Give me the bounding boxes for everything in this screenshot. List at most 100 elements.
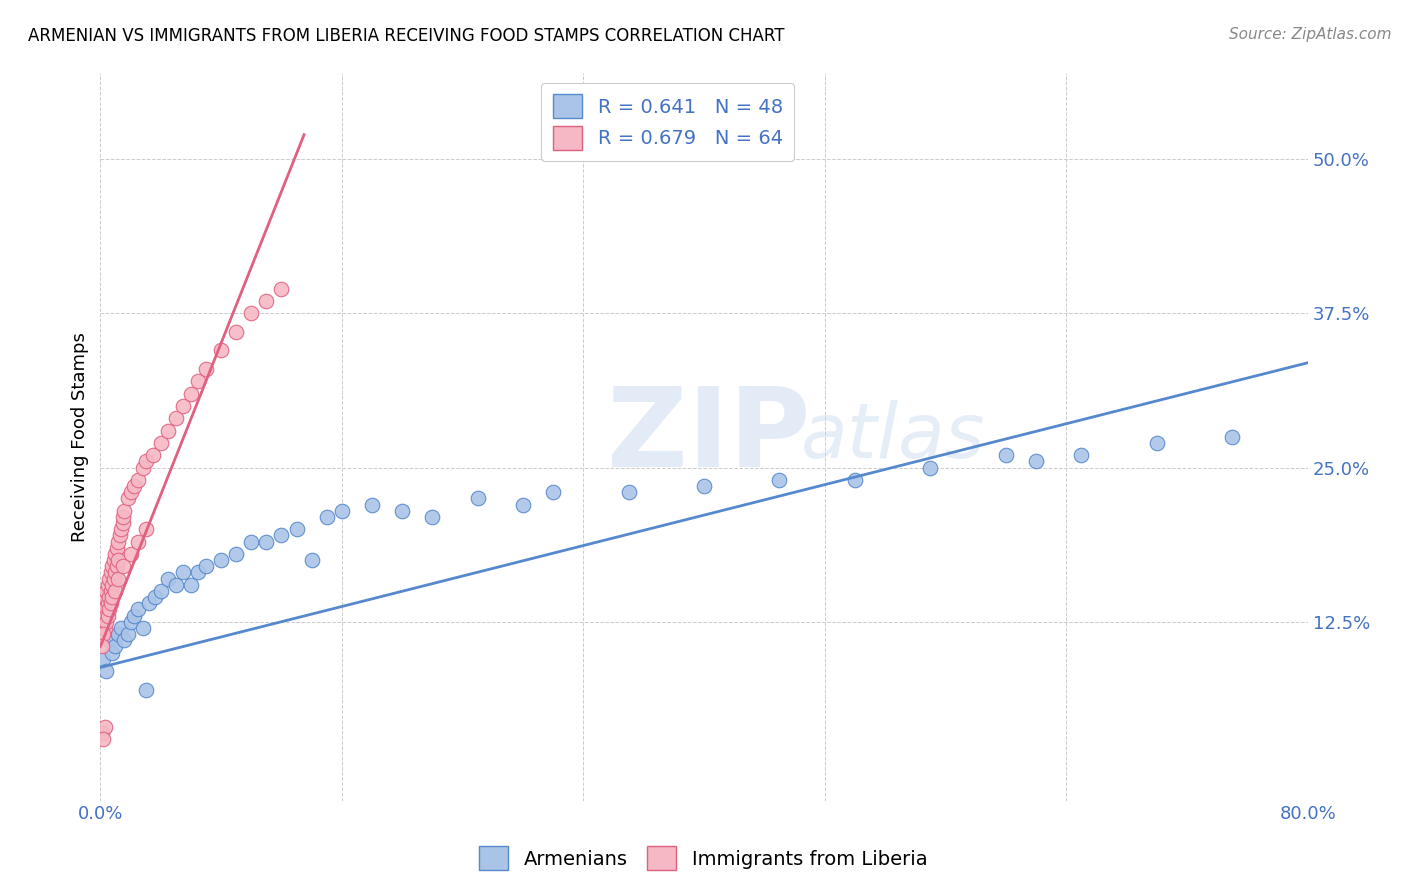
Point	[101, 590, 124, 604]
Point	[105, 559, 128, 574]
Point	[93, 627, 115, 641]
Point	[135, 522, 157, 536]
Point	[195, 559, 218, 574]
Point	[96, 664, 118, 678]
Point	[117, 627, 139, 641]
Point	[142, 448, 165, 462]
Point	[120, 547, 142, 561]
Point	[285, 522, 308, 536]
Point	[122, 479, 145, 493]
Point	[105, 541, 128, 555]
Point	[301, 553, 323, 567]
Point	[96, 608, 118, 623]
Point	[96, 584, 118, 599]
Point	[98, 602, 121, 616]
Point	[225, 325, 247, 339]
Point	[94, 602, 117, 616]
Point	[135, 682, 157, 697]
Text: atlas: atlas	[800, 400, 986, 474]
Point	[97, 596, 120, 610]
Point	[157, 572, 180, 586]
Legend: Armenians, Immigrants from Liberia: Armenians, Immigrants from Liberia	[471, 838, 935, 878]
Y-axis label: Receiving Food Stamps: Receiving Food Stamps	[72, 332, 89, 541]
Point	[149, 436, 172, 450]
Point	[107, 534, 129, 549]
Point	[93, 621, 115, 635]
Point	[617, 485, 640, 500]
Point	[111, 516, 134, 530]
Point	[1070, 448, 1092, 462]
Point	[107, 572, 129, 586]
Point	[107, 627, 129, 641]
Point	[103, 572, 125, 586]
Point	[94, 590, 117, 604]
Point	[180, 386, 202, 401]
Point	[315, 510, 337, 524]
Point	[187, 566, 209, 580]
Point	[422, 510, 444, 524]
Point	[127, 602, 149, 616]
Point	[127, 534, 149, 549]
Point	[195, 362, 218, 376]
Point	[270, 282, 292, 296]
Point	[94, 720, 117, 734]
Point	[254, 294, 277, 309]
Point	[157, 424, 180, 438]
Point	[90, 726, 112, 740]
Point	[93, 731, 115, 746]
Legend: R = 0.641   N = 48, R = 0.679   N = 64: R = 0.641 N = 48, R = 0.679 N = 64	[541, 83, 794, 161]
Point	[104, 547, 127, 561]
Point	[97, 608, 120, 623]
Point	[114, 633, 136, 648]
Point	[541, 485, 564, 500]
Point	[180, 578, 202, 592]
Point	[768, 473, 790, 487]
Point	[165, 578, 187, 592]
Point	[172, 399, 194, 413]
Point	[143, 590, 166, 604]
Point	[104, 640, 127, 654]
Point	[96, 615, 118, 629]
Point	[994, 448, 1017, 462]
Point	[114, 504, 136, 518]
Point	[101, 559, 124, 574]
Point	[93, 652, 115, 666]
Point	[693, 479, 716, 493]
Point	[103, 553, 125, 567]
Point	[111, 559, 134, 574]
Point	[225, 547, 247, 561]
Point	[920, 460, 942, 475]
Point	[361, 498, 384, 512]
Point	[97, 578, 120, 592]
Point	[98, 633, 121, 648]
Text: Source: ZipAtlas.com: Source: ZipAtlas.com	[1229, 27, 1392, 42]
Point	[131, 460, 153, 475]
Point	[93, 596, 115, 610]
Point	[104, 566, 127, 580]
Point	[138, 596, 160, 610]
Text: ARMENIAN VS IMMIGRANTS FROM LIBERIA RECEIVING FOOD STAMPS CORRELATION CHART: ARMENIAN VS IMMIGRANTS FROM LIBERIA RECE…	[28, 27, 785, 45]
Point	[111, 510, 134, 524]
Point	[512, 498, 534, 512]
Point	[108, 528, 131, 542]
Point	[240, 306, 263, 320]
Point	[127, 473, 149, 487]
Point	[131, 621, 153, 635]
Point	[149, 584, 172, 599]
Point	[100, 566, 122, 580]
Point	[135, 454, 157, 468]
Point	[110, 621, 132, 635]
Point	[844, 473, 866, 487]
Point	[94, 621, 117, 635]
Point	[117, 491, 139, 506]
Point	[100, 596, 122, 610]
Text: ZIP: ZIP	[607, 384, 811, 491]
Point	[104, 584, 127, 599]
Point	[1220, 430, 1243, 444]
Point	[270, 528, 292, 542]
Point	[98, 590, 121, 604]
Point	[101, 578, 124, 592]
Point	[467, 491, 489, 506]
Point	[172, 566, 194, 580]
Point	[98, 572, 121, 586]
